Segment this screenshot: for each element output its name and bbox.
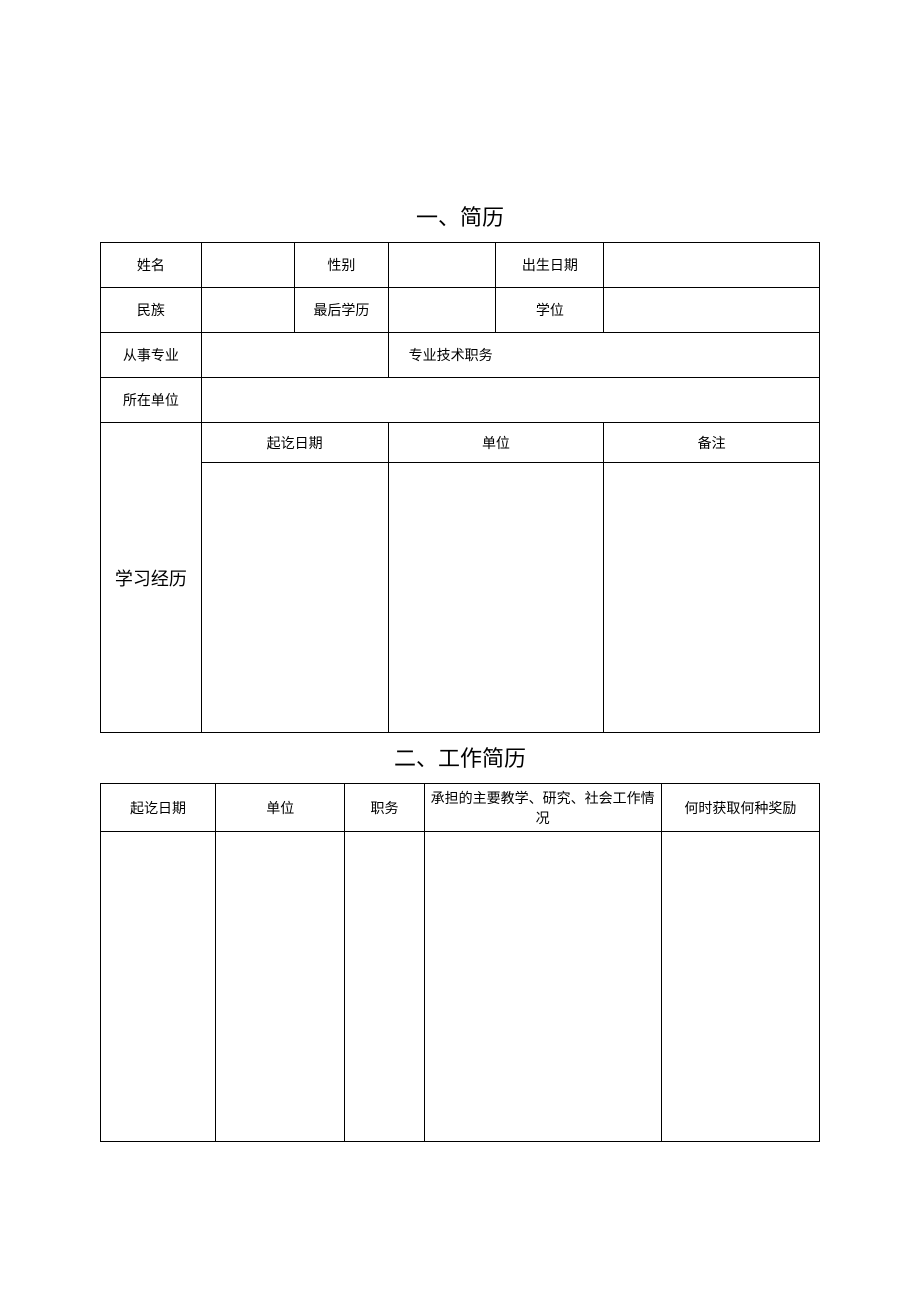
study-remark [604, 463, 820, 733]
work-unit [216, 832, 345, 1142]
table-row: 所在单位 [101, 378, 820, 423]
work-daterange [101, 832, 216, 1142]
value-gender [388, 243, 496, 288]
table-row: 学习经历 起讫日期 单位 备注 [101, 423, 820, 463]
label-major: 从事专业 [101, 333, 202, 378]
resume-table: 姓名 性别 出生日期 民族 最后学历 学位 从事专业 专业技术职务 所在单位 学… [100, 242, 820, 733]
section1-title: 一、简历 [100, 200, 820, 232]
label-techpost: 专业技术职务 [388, 333, 819, 378]
work-award [661, 832, 819, 1142]
table-row [101, 463, 820, 733]
value-degree [604, 288, 820, 333]
col-work-daterange: 起讫日期 [101, 784, 216, 832]
label-degree: 学位 [496, 288, 604, 333]
label-unit: 所在单位 [101, 378, 202, 423]
label-studyexp: 学习经历 [101, 423, 202, 733]
table-row: 民族 最后学历 学位 [101, 288, 820, 333]
value-education [388, 288, 496, 333]
value-ethnicity [201, 288, 294, 333]
table-row: 姓名 性别 出生日期 [101, 243, 820, 288]
col-remark: 备注 [604, 423, 820, 463]
label-name: 姓名 [101, 243, 202, 288]
value-name [201, 243, 294, 288]
value-unit [201, 378, 819, 423]
label-gender: 性别 [295, 243, 388, 288]
study-daterange [201, 463, 388, 733]
table-row: 起讫日期 单位 职务 承担的主要教学、研究、社会工作情况 何时获取何种奖励 [101, 784, 820, 832]
table-row: 从事专业 专业技术职务 [101, 333, 820, 378]
work-mainwork [424, 832, 661, 1142]
col-work-award: 何时获取何种奖励 [661, 784, 819, 832]
label-education: 最后学历 [295, 288, 388, 333]
value-major [201, 333, 388, 378]
label-ethnicity: 民族 [101, 288, 202, 333]
work-history-table: 起讫日期 单位 职务 承担的主要教学、研究、社会工作情况 何时获取何种奖励 [100, 783, 820, 1142]
col-work-position: 职务 [345, 784, 424, 832]
col-work-mainwork: 承担的主要教学、研究、社会工作情况 [424, 784, 661, 832]
col-daterange: 起讫日期 [201, 423, 388, 463]
value-birthdate [604, 243, 820, 288]
section2-title: 二、工作简历 [100, 741, 820, 773]
label-birthdate: 出生日期 [496, 243, 604, 288]
col-work-unit: 单位 [216, 784, 345, 832]
col-unit: 单位 [388, 423, 604, 463]
study-unit [388, 463, 604, 733]
work-position [345, 832, 424, 1142]
table-row [101, 832, 820, 1142]
